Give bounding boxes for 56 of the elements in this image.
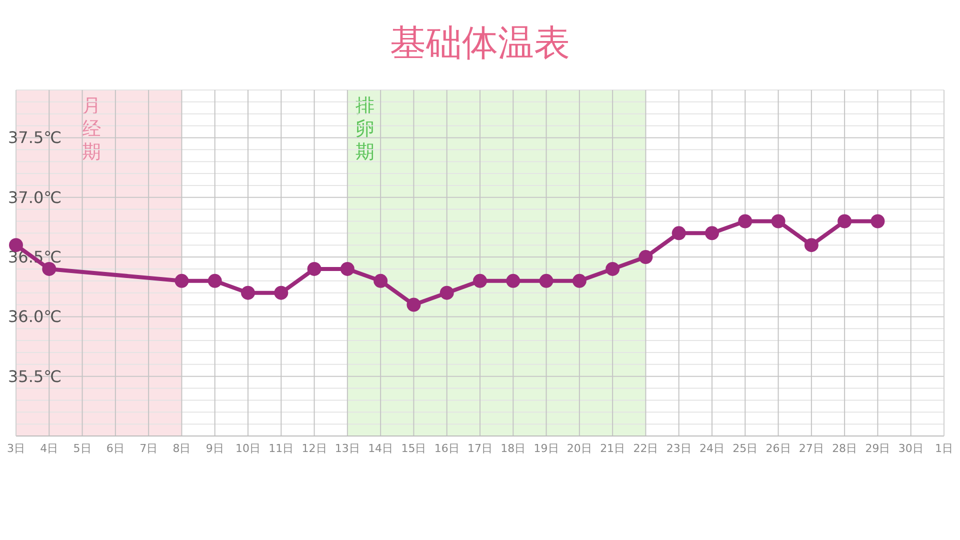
x-tick-label: 24日 <box>700 442 724 455</box>
x-tick-label: 28日 <box>832 442 858 455</box>
x-tick-label: 1日 <box>935 442 953 455</box>
x-tick-label: 5日 <box>73 442 92 455</box>
x-tick-label: 14日 <box>368 442 394 455</box>
point <box>374 274 388 288</box>
point <box>738 214 752 228</box>
point <box>672 226 686 240</box>
x-tick-label: 10日 <box>236 442 260 455</box>
x-tick-label: 21日 <box>600 442 626 455</box>
point <box>406 298 421 312</box>
point <box>307 262 322 276</box>
x-tick-label: 7日 <box>140 442 158 455</box>
y-tick-label: 37.5℃ <box>8 128 62 148</box>
x-tick-label: 15日 <box>401 442 426 455</box>
x-tick-label: 20日 <box>566 442 592 455</box>
point <box>440 286 454 300</box>
point <box>838 214 852 228</box>
x-tick-label: 9日 <box>206 442 224 455</box>
x-tick-label: 25日 <box>732 442 758 455</box>
point <box>606 262 620 276</box>
x-tick-label: 16日 <box>434 442 460 455</box>
x-tick-label: 8日 <box>172 442 191 455</box>
x-tick-label: 23日 <box>666 442 692 455</box>
point <box>473 274 487 288</box>
point <box>241 286 255 300</box>
point <box>638 250 653 264</box>
x-tick-label: 12日 <box>302 442 327 455</box>
point <box>705 226 719 240</box>
x-tick-label: 4日 <box>40 442 58 455</box>
point <box>340 262 354 276</box>
point <box>506 274 520 288</box>
x-tick-label: 13日 <box>334 442 360 455</box>
point <box>870 214 885 228</box>
x-tick-label: 27日 <box>798 442 824 455</box>
x-tick-label: 3日 <box>7 442 25 455</box>
x-tick-label: 18日 <box>500 442 526 455</box>
point <box>174 274 189 288</box>
y-tick-label: 36.0℃ <box>8 307 62 326</box>
point <box>539 274 554 288</box>
y-tick-label: 35.5℃ <box>8 366 62 386</box>
point <box>208 274 222 288</box>
point <box>771 214 786 228</box>
point <box>274 286 288 300</box>
x-tick-label: 26日 <box>766 442 791 455</box>
point <box>804 238 818 252</box>
x-tick-label: 19日 <box>534 442 559 455</box>
point <box>572 274 586 288</box>
x-tick-label: 29日 <box>865 442 890 455</box>
x-tick-label: 22日 <box>633 442 658 455</box>
y-tick-label: 37.0℃ <box>8 188 62 207</box>
x-tick-label: 6日 <box>106 442 124 455</box>
x-tick-label: 30日 <box>898 442 924 455</box>
chart-title: 基础体温表 <box>390 23 570 64</box>
x-tick-label: 11日 <box>268 442 294 455</box>
x-tick-label: 17日 <box>468 442 492 455</box>
